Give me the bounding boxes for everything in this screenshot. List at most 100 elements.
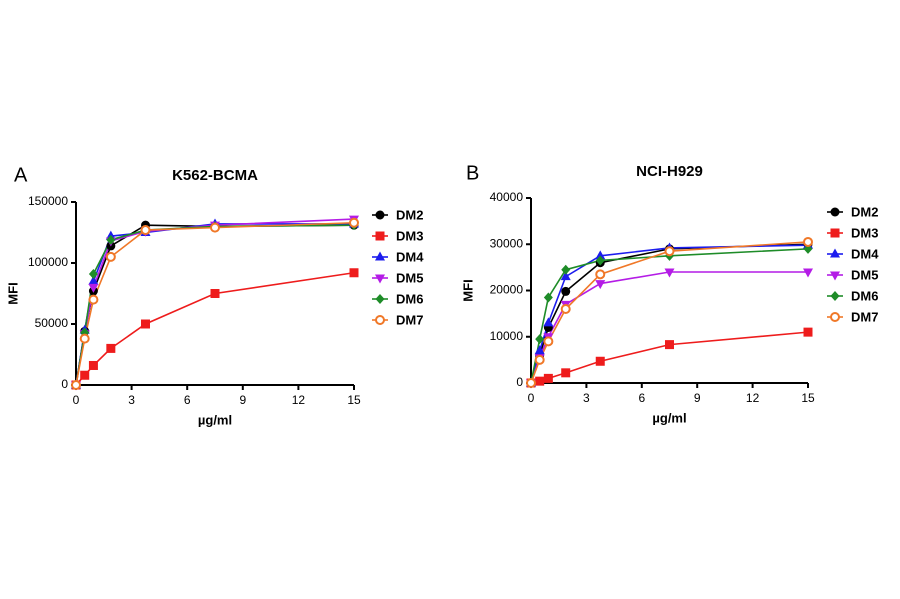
marker [534,354,545,365]
marker [665,340,674,350]
x-tick-label: 9 [694,391,701,405]
marker [535,376,545,386]
chart-title: NCI-H929 [636,163,703,180]
series-line [530,243,809,384]
marker [210,222,220,233]
x-tick-label: 12 [292,393,306,407]
y-tick-label: 20000 [490,283,524,297]
legend-label: DM6 [396,291,423,306]
series-line [530,271,808,384]
chart-title: K562-BCMA [172,167,258,184]
legend-label: DM7 [396,312,423,327]
marker [543,336,554,347]
legend-label: DM4 [396,249,424,264]
series-line [530,244,809,384]
marker [80,370,90,380]
legend-label: DM3 [396,228,423,243]
marker [79,333,90,344]
legend-marker [830,228,840,238]
marker [595,356,605,366]
chart-panel: B NCI-H929 µg/ml MFI 0 10000 20000 30000 40000 0 3… [460,162,879,425]
marker [535,334,545,345]
legend-label: DM6 [851,288,878,303]
panel-label: B [466,162,479,184]
series-line [75,224,355,386]
legend-marker [830,291,840,301]
series-line [75,223,354,386]
marker [349,217,359,228]
marker [88,294,99,305]
marker [210,289,220,298]
marker [105,251,116,262]
marker [349,268,359,278]
series-line [530,331,809,384]
marker [106,234,116,245]
marker [803,268,813,278]
legend-label: DM4 [851,246,879,261]
marker [534,345,545,355]
marker [543,292,553,303]
marker [88,283,99,293]
legend-marker [375,210,385,220]
marker [543,317,554,327]
x-tick-label: 9 [239,393,246,407]
legend-marker [830,248,840,258]
marker [595,280,606,290]
marker [140,225,151,236]
series-line [75,221,355,386]
marker [88,268,98,279]
marker [560,304,571,314]
legend-label: DM3 [851,225,878,240]
y-tick-label: 150000 [28,194,68,208]
marker [106,343,116,353]
legend-marker [375,315,385,325]
marker [803,327,813,337]
marker [88,360,98,370]
series-line [530,241,809,384]
legend-label: DM2 [396,207,423,222]
marker [595,269,606,280]
legend-label: DM5 [396,270,423,285]
legend-marker [375,294,385,304]
x-tick-label: 0 [528,391,535,405]
x-tick-label: 3 [583,391,590,405]
y-tick-label: 0 [516,375,523,389]
legend-marker [375,231,385,241]
marker [543,373,553,383]
marker [141,319,150,329]
marker [561,286,571,296]
x-axis-label: µg/ml [652,410,686,425]
series-line [75,218,355,386]
chart-panel: A K562-BCMA µg/ml MFI 0 50000 100000 150000 0 3 6 9… [5,164,424,427]
x-tick-label: 15 [347,393,361,407]
x-tick-label: 6 [638,391,645,405]
marker [561,368,571,378]
x-tick-label: 6 [184,393,191,407]
y-axis-label: MFI [460,279,475,301]
marker [561,264,571,275]
legend-marker [830,207,840,217]
x-tick-label: 0 [73,393,80,407]
y-tick-label: 50000 [35,316,69,330]
x-tick-label: 3 [128,393,135,407]
legend-label: DM2 [851,204,878,219]
y-tick-label: 30000 [490,236,524,250]
marker [595,250,606,260]
marker [595,255,605,266]
y-tick-label: 100000 [28,255,68,269]
y-tick-label: 10000 [490,329,524,343]
y-axis-label: MFI [5,282,20,304]
marker [560,271,571,281]
y-tick-label: 40000 [490,190,524,204]
panel-label: A [14,164,28,186]
marker [664,268,675,278]
marker [664,246,675,257]
x-tick-label: 15 [801,391,815,405]
marker [526,378,536,388]
marker [803,236,813,247]
legend-label: DM7 [851,309,878,324]
x-tick-label: 12 [746,391,760,405]
x-axis-label: µg/ml [198,412,232,427]
legend-marker [375,251,385,261]
